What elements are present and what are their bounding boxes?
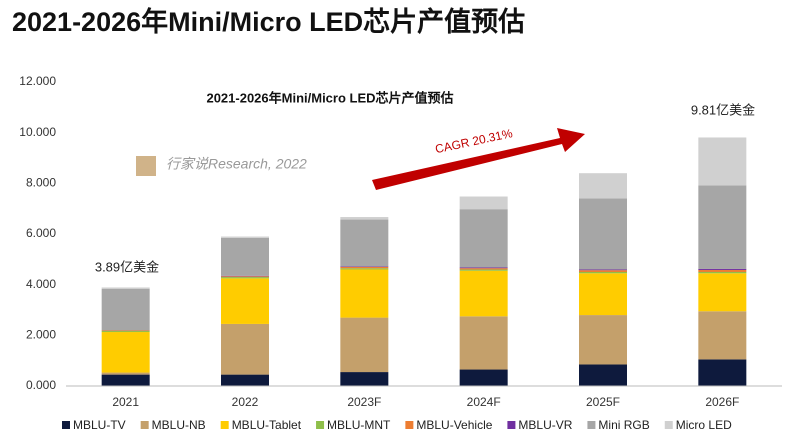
bar-segment	[698, 272, 747, 274]
bar-segment	[459, 209, 508, 268]
bar-segment	[221, 323, 269, 375]
legend-label: MBLU-NB	[152, 418, 206, 432]
x-tick-label: 2022	[232, 395, 259, 409]
bar-segment	[340, 266, 389, 267]
y-tick-label: 10.000	[19, 125, 56, 139]
bar-segment	[340, 268, 389, 270]
annotation: 3.89亿美金	[95, 259, 159, 274]
bar-segment	[579, 273, 627, 316]
bar-segment	[340, 269, 389, 318]
bar-segment	[101, 372, 150, 375]
bar-segment	[101, 374, 150, 386]
bar-segment	[221, 275, 269, 277]
legend-swatch	[220, 421, 229, 429]
legend-label: MBLU-Vehicle	[416, 418, 492, 432]
bar-segment	[698, 137, 747, 186]
logo-icon	[136, 156, 156, 176]
bar-segment	[101, 288, 150, 331]
legend-swatch	[405, 421, 414, 429]
bar-segment	[459, 316, 508, 370]
bar-segment	[340, 217, 389, 220]
bar-segment	[459, 196, 508, 210]
legend-swatch	[140, 421, 149, 429]
bar-segment	[459, 270, 508, 317]
bar-segment	[340, 219, 389, 267]
bar-segment	[101, 332, 150, 373]
y-tick-label: 12.000	[19, 74, 56, 88]
bar-segment	[221, 277, 269, 279]
bar-segment	[221, 236, 269, 238]
y-tick-label: 6.000	[26, 226, 56, 240]
legend-label: Micro LED	[676, 418, 732, 432]
bar-segment	[698, 269, 747, 272]
bar-segment	[579, 270, 627, 272]
legend-label: MBLU-MNT	[327, 418, 391, 432]
bar-segment	[459, 267, 508, 269]
x-tick-label: 2025F	[586, 395, 620, 409]
legend-swatch	[316, 421, 325, 429]
y-tick-label: 2.000	[26, 328, 56, 342]
y-tick-label: 0.000	[26, 378, 56, 392]
legend-label: MBLU-VR	[518, 418, 572, 432]
bar-segment	[698, 268, 747, 270]
bar-segment	[459, 369, 508, 386]
x-tick-label: 2026F	[705, 395, 739, 409]
bar-segment	[579, 272, 627, 274]
bar-segment	[221, 278, 269, 324]
x-tick-label: 2024F	[467, 395, 501, 409]
bar-segment	[459, 268, 508, 270]
x-tick-label: 2023F	[347, 395, 381, 409]
legend-swatch	[507, 421, 516, 429]
y-tick-label: 4.000	[26, 277, 56, 291]
bar-segment	[698, 311, 747, 360]
bar-segment	[459, 269, 508, 271]
legend-swatch	[664, 421, 673, 429]
legend-label: Mini RGB	[598, 418, 649, 432]
bar-segment	[698, 359, 747, 386]
y-tick-label: 8.000	[26, 176, 56, 190]
legend-swatch	[587, 421, 596, 429]
bar-segment	[221, 374, 269, 386]
bar-segment	[101, 331, 150, 333]
annotation: 行家说Research, 2022	[166, 156, 307, 172]
bar-segment	[101, 287, 150, 289]
bar-segment	[101, 330, 150, 332]
bar-segment	[221, 237, 269, 276]
cagr-arrow	[372, 128, 585, 190]
legend-label: MBLU-TV	[73, 418, 126, 432]
bar-segment	[340, 266, 389, 269]
legend-swatch	[62, 421, 70, 429]
bar-segment	[579, 364, 627, 386]
bar-segment	[579, 198, 627, 270]
bar-segment	[579, 173, 627, 199]
bar-segment	[340, 317, 389, 373]
annotation: 9.81亿美金	[691, 102, 755, 117]
bar-segment	[698, 273, 747, 312]
bar-segment	[340, 372, 389, 386]
legend-label: MBLU-Tablet	[232, 418, 302, 432]
bar-segment	[579, 315, 627, 365]
bar-segment	[221, 276, 269, 278]
chart-title: 2021-2026年Mini/Micro LED芯片产值预估	[206, 90, 453, 105]
bar-segment	[698, 185, 747, 269]
page-title: 2021-2026年Mini/Micro LED芯片产值预估	[12, 6, 525, 37]
bar-segment	[579, 269, 627, 271]
x-tick-label: 2021	[112, 395, 139, 409]
